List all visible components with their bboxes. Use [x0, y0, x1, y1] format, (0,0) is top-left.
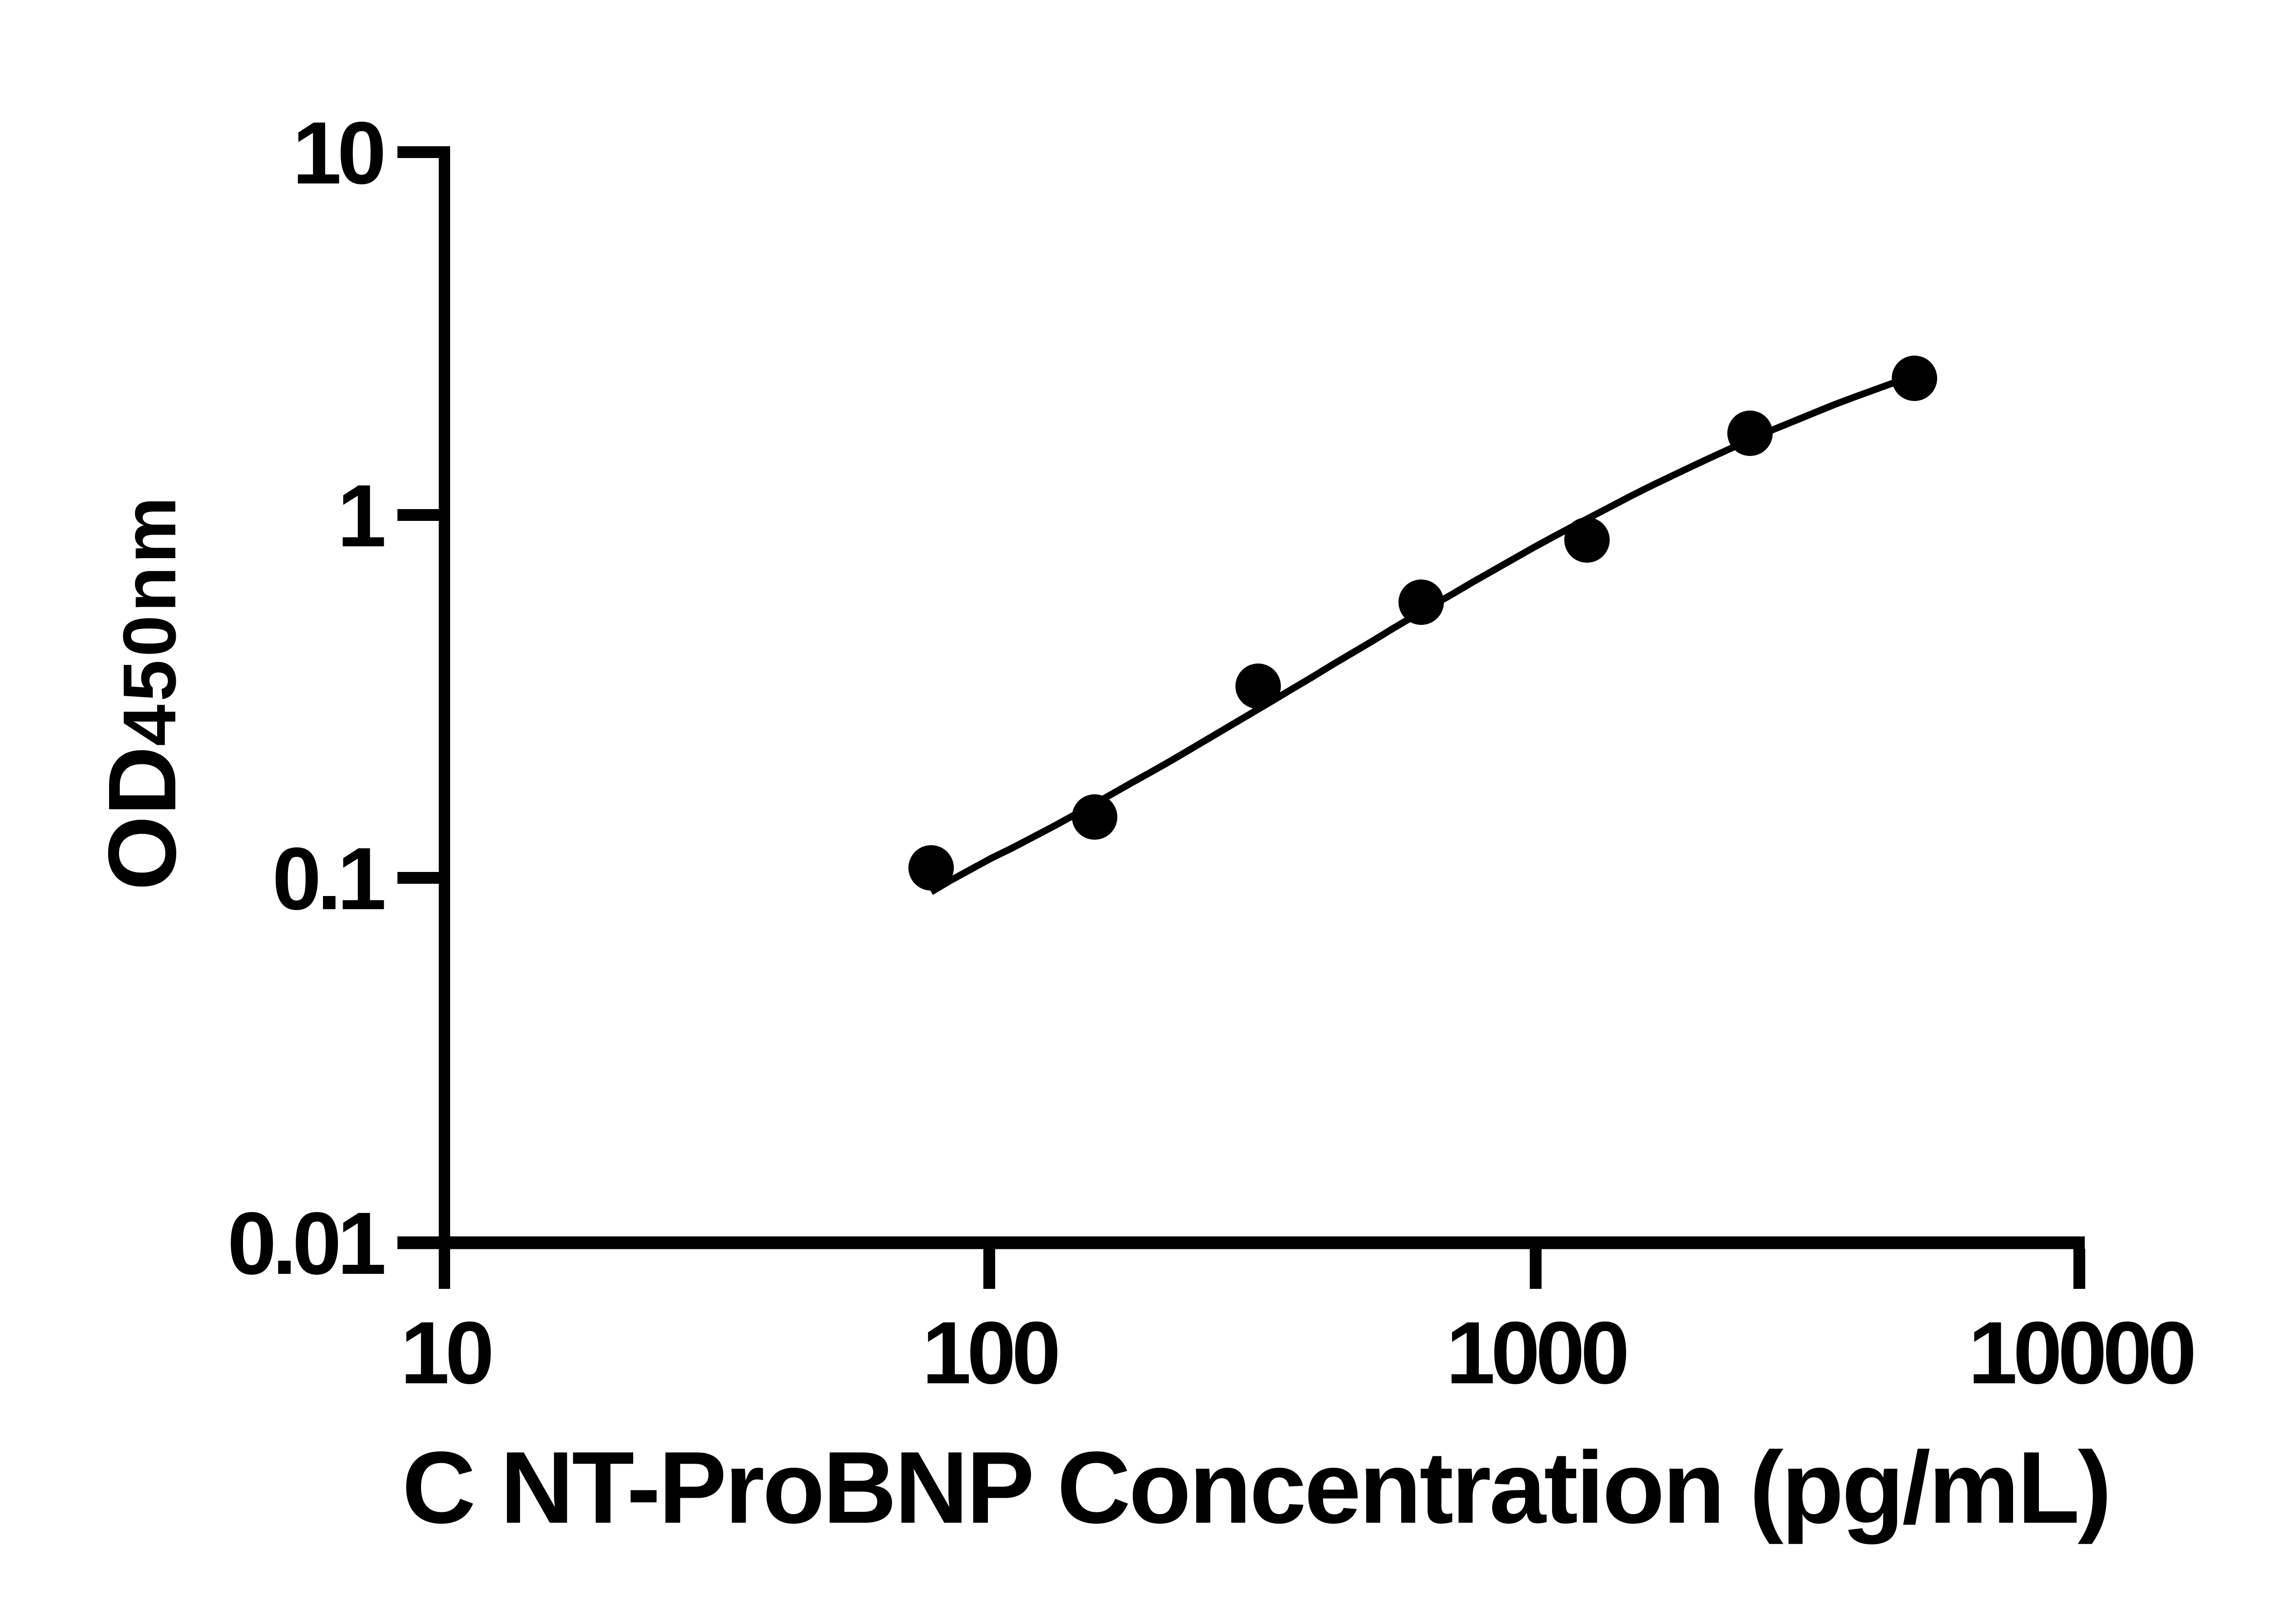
- svg-text:1: 1: [337, 466, 384, 565]
- svg-text:0.01: 0.01: [227, 1194, 384, 1293]
- svg-text:10: 10: [400, 1303, 491, 1402]
- svg-text:100: 100: [922, 1303, 1057, 1402]
- svg-text:450nm: 450nm: [108, 494, 191, 746]
- svg-text:C NT-ProBNP Concentration (pg/: C NT-ProBNP Concentration (pg/mL): [402, 1430, 2110, 1545]
- svg-text:10000: 10000: [1968, 1303, 2193, 1402]
- svg-text:1000: 1000: [1446, 1303, 1626, 1402]
- svg-text:OD: OD: [88, 746, 196, 891]
- svg-text:10: 10: [293, 104, 383, 203]
- svg-text:0.1: 0.1: [272, 829, 384, 928]
